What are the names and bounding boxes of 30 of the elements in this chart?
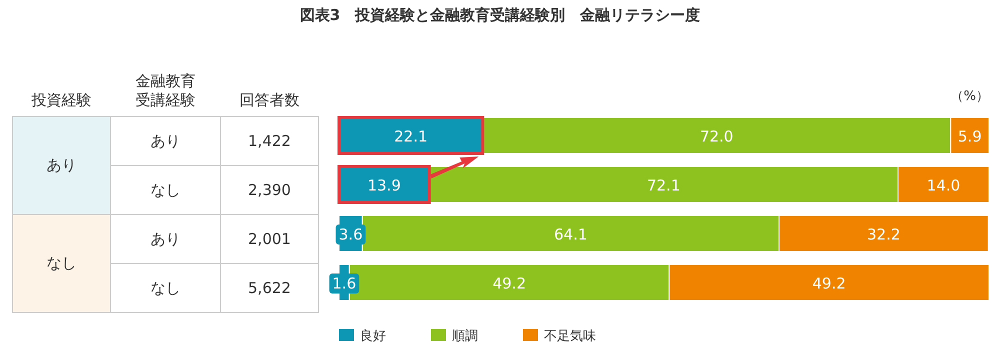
text: 5,622: [220, 264, 318, 312]
data-label: 1.6: [332, 274, 356, 292]
data-label: 49.2: [492, 274, 526, 292]
chart-title: 図表3 投資経験と金融教育受講経験別 金融リテラシー度: [300, 6, 700, 24]
text: 2,001: [220, 214, 318, 264]
data-label: 13.9: [367, 176, 401, 194]
data-label: 64.1: [554, 226, 588, 244]
data-label: 72.0: [700, 128, 734, 146]
data-label: 72.1: [646, 176, 680, 194]
text: あり: [110, 116, 220, 166]
legend-label: 良好: [360, 329, 386, 344]
text: 1,422: [220, 116, 318, 166]
text: （%）: [950, 89, 989, 104]
data-label: 49.2: [812, 274, 846, 292]
text: なし: [110, 166, 220, 214]
data-label: 5.9: [958, 128, 982, 146]
text: 順調: [452, 329, 478, 344]
text: 2,390: [220, 166, 318, 214]
text: あり: [110, 214, 220, 264]
text: なし: [12, 214, 110, 312]
data-label: 3.6: [338, 226, 363, 244]
text: 回答者数: [238, 90, 300, 111]
text: 投資経験: [30, 90, 92, 111]
text: なし: [110, 264, 220, 312]
data-label: 32.2: [866, 226, 900, 244]
legend-label: 不足気味: [544, 329, 596, 344]
text: 金融教育受講経験: [134, 72, 196, 110]
data-label: 14.0: [926, 176, 960, 194]
data-label: 22.1: [394, 128, 428, 146]
text: あり: [12, 116, 110, 214]
